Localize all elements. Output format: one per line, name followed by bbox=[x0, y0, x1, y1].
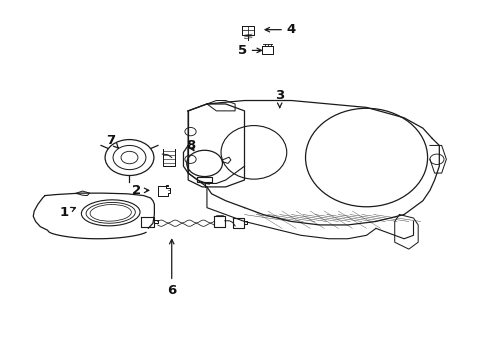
Text: 1: 1 bbox=[59, 206, 75, 219]
Text: 5: 5 bbox=[237, 44, 261, 57]
Text: 7: 7 bbox=[106, 134, 118, 148]
Text: 2: 2 bbox=[132, 184, 148, 197]
Text: 8: 8 bbox=[185, 139, 195, 152]
Text: 3: 3 bbox=[275, 89, 284, 108]
Text: 4: 4 bbox=[264, 23, 295, 36]
Text: 6: 6 bbox=[167, 239, 176, 297]
